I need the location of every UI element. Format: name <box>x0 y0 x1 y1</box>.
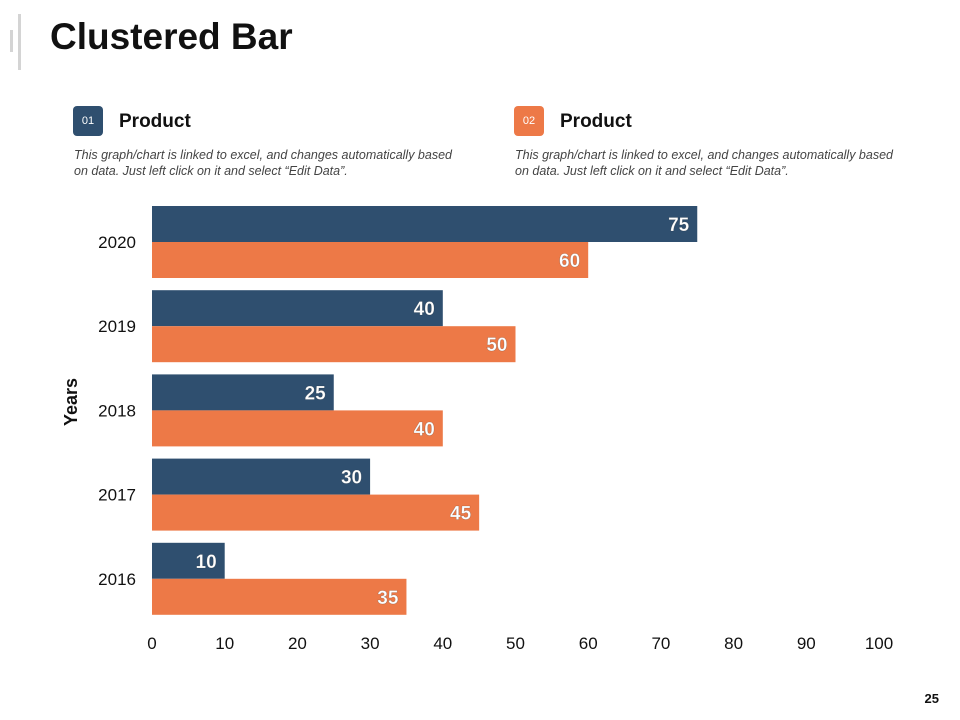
decorative-bar-right <box>18 14 21 70</box>
data-label-2019-series-1: 40 <box>414 299 435 320</box>
bar-2018-series-1 <box>152 374 334 411</box>
y-axis-title: Years <box>61 378 81 426</box>
x-tick-label-60: 60 <box>579 634 598 653</box>
bar-2016-series-1 <box>152 542 225 579</box>
legend-description-1: This graph/chart is linked to excel, and… <box>74 148 452 178</box>
x-tick-label-100: 100 <box>865 634 893 653</box>
x-tick-label-20: 20 <box>288 634 307 653</box>
legend-label-1: Product <box>119 111 191 132</box>
x-tick-label-90: 90 <box>797 634 816 653</box>
x-tick-label-30: 30 <box>361 634 380 653</box>
bar-2018-series-2 <box>152 410 443 447</box>
data-label-2019-series-2: 50 <box>486 335 507 356</box>
data-label-2017-series-2: 45 <box>450 504 472 525</box>
bar-2017-series-1 <box>152 458 371 495</box>
bar-2019-series-2 <box>152 326 516 363</box>
x-tick-label-70: 70 <box>651 634 670 653</box>
y-tick-label-2018: 2018 <box>98 401 136 420</box>
bar-2020-series-2 <box>152 242 589 278</box>
legend-description-2: This graph/chart is linked to excel, and… <box>515 148 893 178</box>
data-label-2018-series-2: 40 <box>414 419 435 440</box>
y-tick-label-2017: 2017 <box>98 486 136 505</box>
data-label-2018-series-1: 25 <box>305 383 327 404</box>
page-number: 25 <box>924 691 939 706</box>
data-label-2017-series-1: 30 <box>341 468 362 489</box>
data-label-2020-series-2: 60 <box>559 251 580 272</box>
legend-badge-2: 02 <box>514 106 544 136</box>
y-tick-label-2020: 2020 <box>98 233 136 252</box>
x-tick-label-10: 10 <box>215 634 234 653</box>
x-tick-label-80: 80 <box>724 634 743 653</box>
x-tick-label-40: 40 <box>433 634 452 653</box>
x-tick-label-0: 0 <box>147 634 156 653</box>
data-label-2016-series-2: 35 <box>377 588 399 609</box>
bar-2017-series-2 <box>152 494 480 531</box>
y-tick-label-2016: 2016 <box>98 570 136 589</box>
y-tick-label-2019: 2019 <box>98 317 136 336</box>
legend-badge-1: 01 <box>73 106 103 136</box>
bar-2016-series-2 <box>152 578 407 615</box>
page-title: Clustered Bar <box>50 16 293 57</box>
bar-2020-series-1 <box>152 206 698 242</box>
bar-2019-series-1 <box>152 290 443 327</box>
data-label-2020-series-1: 75 <box>668 215 690 236</box>
decorative-bar-left <box>10 30 13 52</box>
data-label-2016-series-1: 10 <box>196 552 217 573</box>
legend-label-2: Product <box>560 111 632 132</box>
x-tick-label-50: 50 <box>506 634 525 653</box>
